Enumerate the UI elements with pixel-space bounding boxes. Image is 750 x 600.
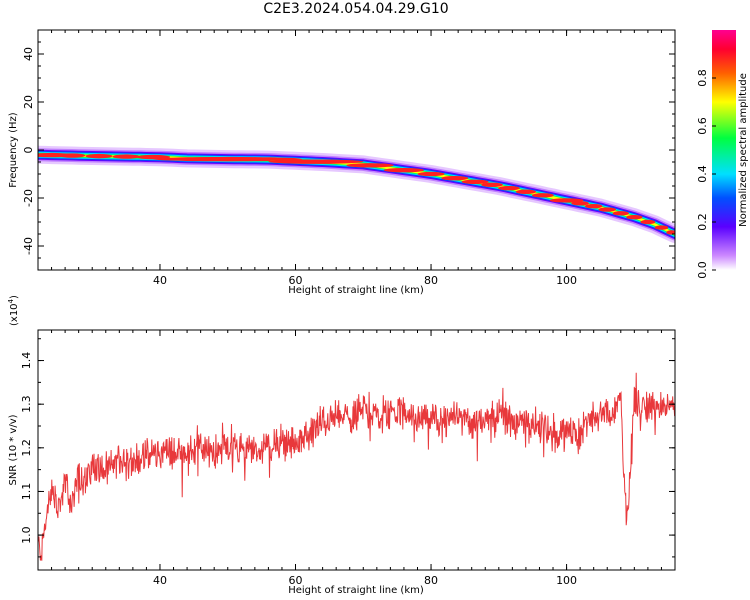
spectrogram-peak [584,203,603,209]
spectrogram-peak [383,167,425,173]
spectrogram-peak [346,163,394,168]
top-y-tick-label: 20 [22,95,35,109]
colorbar-ticks: 0.0 0.2 0.4 0.6 0.8 [696,69,716,279]
top-y-tick-label: 0 [22,147,35,154]
bottom-x-tick-label: 80 [424,574,438,587]
spectrogram-peak [441,176,469,181]
spectrogram-peak [268,159,364,164]
bottom-y-tick-label: 1.4 [20,352,33,370]
spectrogram-peak [515,189,537,194]
spectrogram-peak [640,219,656,225]
snr-plot: 40 60 80 100 1.0 1.1 1.2 1.3 1.4 Height of stra… [7,295,676,596]
colorbar-label: Normalized spectral amplitude [738,73,749,227]
spectrogram-peak [532,193,554,198]
top-y-tick-label: -20 [22,189,35,207]
bottom-y-tick-label: 1.2 [20,439,33,457]
spectrogram-peak [666,230,675,235]
top-x-tick-label: 40 [153,274,167,287]
top-x-tick-label: 80 [424,274,438,287]
spectrogram-peak [498,185,520,191]
colorbar-tick-label: 0.2 [696,213,709,231]
bottom-y-tick-label: 1.3 [20,395,33,413]
spectrogram-peak [598,207,617,212]
bottom-x-tick-label: 60 [289,574,303,587]
bottom-y-tick-label: 1.0 [20,526,33,544]
top-y-tick-label: 40 [22,47,35,61]
colorbar-tick-label: 0.0 [696,261,709,279]
top-x-tick-label: 100 [556,274,577,287]
colorbar-tick-label: 0.4 [696,165,709,183]
colorbar-gradient [712,30,736,270]
top-x-axis-label: Height of straight line (km) [288,285,424,296]
spectrogram-peak [612,211,629,216]
spectrogram-peak [85,153,113,159]
top-x-tick-label: 60 [289,274,303,287]
spectrogram-peak [153,156,303,162]
colorbar-tick-label: 0.6 [696,117,709,135]
spectrogram-peak [626,215,643,220]
bottom-y-multiplier: (x104) [7,295,20,326]
bottom-x-axis-label: Height of straight line (km) [288,585,424,596]
spectrogram-plot: 40 60 80 100 40 20 0 -20 -40 Height of straight… [8,29,676,296]
snr-series-line [38,372,675,561]
spectrogram-peak [112,154,140,159]
top-y-tick-label: -40 [22,237,35,255]
bottom-y-tick-label: 1.1 [20,483,33,501]
colorbar: 0.0 0.2 0.4 0.6 0.8 Normalized spectral ampl… [696,30,749,279]
spectrogram-heatmap [38,145,675,243]
bottom-x-tick-label: 100 [556,574,577,587]
spectrogram-peak [417,171,445,177]
colorbar-tick-label: 0.8 [696,69,709,87]
spectrogram-peak [461,179,489,184]
bottom-y-axis-label: SNR (10 * v/v) [8,414,19,485]
bottom-y-axis: 1.0 1.1 1.2 1.3 1.4 [20,338,675,558]
spectrogram-peak [654,225,669,230]
spectrogram-peak [481,182,503,187]
top-x-axis: 40 60 80 100 [51,30,676,287]
spectrogram-peak [58,153,86,158]
bottom-x-tick-label: 40 [153,574,167,587]
bottom-plot-frame [37,329,676,571]
spectrogram-peak [571,201,589,206]
top-y-axis: 40 20 0 -20 -40 [22,29,675,271]
bottom-x-axis: 40 60 80 100 [51,330,676,587]
top-y-axis-label: Frequency (Hz) [8,112,19,188]
chart-title: C2E3.2024.054.04.29.G10 [263,1,449,17]
